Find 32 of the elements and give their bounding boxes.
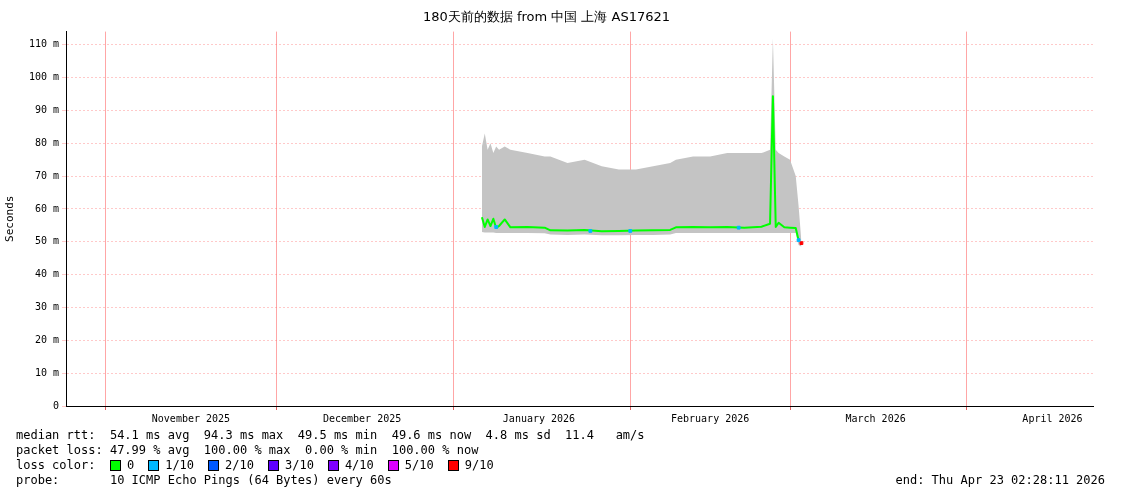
x-tick-label: December 2025 <box>322 412 402 424</box>
y-tick-label: 40 m <box>34 268 59 280</box>
x-tick-label: November 2025 <box>151 412 231 424</box>
y-tick-label: 90 m <box>34 104 59 116</box>
legend-label: 9/10 <box>464 458 494 473</box>
x-tick-label: February 2026 <box>671 412 750 424</box>
legend-title: loss color: <box>16 458 97 473</box>
y-tick-label: 20 m <box>34 333 59 345</box>
chart-title: 180天前的数据 from 中国 上海 AS17621 <box>422 9 671 25</box>
y-tick-label: 110 m <box>28 38 59 50</box>
text: median rtt: 54.1 ms avg 94.3 ms max 49.5 ms min 49.6 ms now 4.8 ms sd 11.4 am/s <box>16 428 646 443</box>
legend-label: 0 <box>126 458 135 473</box>
y-tick-label: 100 m <box>28 71 59 83</box>
y-tick-label: 0 <box>52 399 59 411</box>
y-tick-label: 50 m <box>34 235 59 247</box>
x-tick-label: January 2026 <box>502 412 576 424</box>
y-tick-label: 70 m <box>34 169 59 181</box>
text: end: Thu Apr 23 02:28:11 2026 <box>895 473 1105 488</box>
text: probe: 10 ICMP Echo Pings (64 Bytes) every 60s <box>16 473 392 488</box>
legend-label: 1/10 <box>165 458 195 473</box>
legend-label: 3/10 <box>284 458 314 473</box>
legend-label: 2/10 <box>225 458 254 473</box>
text: packet loss: 47.99 % avg 100.00 % max 0.00 % min 100.00 % now <box>16 443 480 458</box>
y-axis-title: Seconds <box>3 195 17 242</box>
y-tick-label: 30 m <box>34 301 59 313</box>
legend-label: 5/10 <box>404 458 434 473</box>
legend-label: 4/10 <box>344 458 374 473</box>
x-tick-label: April 2026 <box>1022 412 1083 424</box>
x-tick-label: March 2026 <box>845 412 906 424</box>
y-tick-label: 10 m <box>34 366 59 378</box>
y-tick-label: 60 m <box>34 202 59 214</box>
y-tick-label: 80 m <box>34 136 59 148</box>
